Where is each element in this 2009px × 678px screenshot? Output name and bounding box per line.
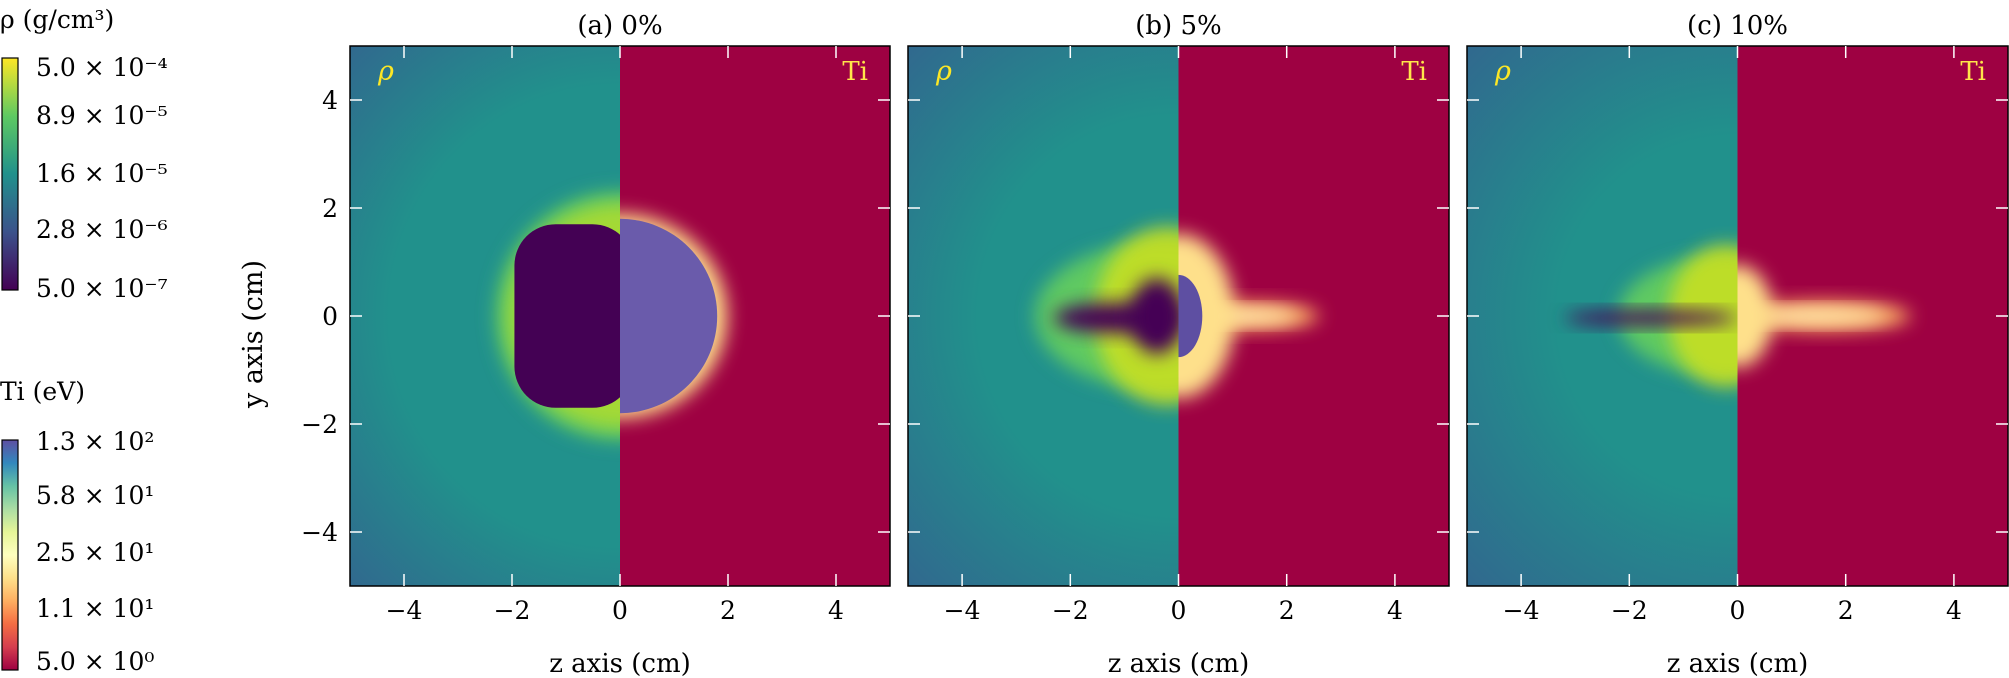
- ti-colorbar: Ti (eV) 1.3 × 10² 5.8 × 10¹ 2.5 × 10¹ 1.…: [0, 377, 154, 676]
- panel-2: −4 −2 0 2 4 (c) 10% z axis (cm) ρ Ti: [1466, 11, 2009, 678]
- ti-colorbar-tick: 1.3 × 10²: [36, 427, 154, 456]
- x-tick-label: −2: [1611, 596, 1648, 625]
- ti-colorbar-tick: 5.0 × 10⁰: [36, 647, 154, 676]
- temperature-label: Ti: [842, 57, 868, 87]
- panel-title: (a) 0%: [577, 11, 662, 41]
- rho-colorbar: ρ (g/cm³) 5.0 × 10⁻⁴ 8.9 × 10⁻⁵ 1.6 × 10…: [0, 5, 168, 303]
- density-label: ρ: [377, 56, 394, 87]
- x-axis-label: z axis (cm): [1108, 649, 1250, 678]
- panels: −4 −2 0 2 4 −4 −2 0 2 4 (a) 0% z axis (cm) ρ Ti −4 −2 0 2…: [301, 11, 2009, 678]
- x-tick-label: 2: [1279, 596, 1295, 625]
- x-tick-label: −4: [386, 596, 423, 625]
- density-field: [908, 46, 1179, 586]
- density-label: ρ: [1494, 56, 1511, 87]
- panel-1: −4 −2 0 2 4 (b) 5% z axis (cm) ρ Ti: [907, 11, 1450, 678]
- panel-title: (c) 10%: [1687, 11, 1788, 41]
- x-tick-label: −2: [494, 596, 531, 625]
- y-tick-label: 4: [322, 86, 338, 115]
- y-tick-label: 0: [322, 302, 338, 331]
- x-tick-label: 0: [1730, 596, 1746, 625]
- ti-colorbar-tick: 5.8 × 10¹: [36, 481, 154, 510]
- temperature-field: [620, 46, 890, 586]
- ti-colorbar-tick: 2.5 × 10¹: [36, 538, 154, 567]
- temperature-label: Ti: [1401, 57, 1427, 87]
- x-tick-label: 2: [1838, 596, 1854, 625]
- x-tick-label: −2: [1052, 596, 1089, 625]
- x-tick-label: 0: [612, 596, 628, 625]
- x-tick-label: 4: [1387, 596, 1403, 625]
- ti-colorbar-gradient: [1, 439, 19, 671]
- rho-colorbar-tick: 5.0 × 10⁻⁴: [36, 53, 168, 82]
- rho-colorbar-tick: 2.8 × 10⁻⁶: [36, 215, 168, 244]
- ti-colorbar-label: Ti (eV): [0, 377, 85, 406]
- panel-0: −4 −2 0 2 4 −4 −2 0 2 4 (a) 0% z axis (cm) ρ Ti: [301, 11, 891, 678]
- x-tick-label: −4: [944, 596, 981, 625]
- temperature-field: [1178, 46, 1449, 586]
- y-tick-label: −4: [301, 518, 338, 547]
- x-tick-label: 0: [1171, 596, 1187, 625]
- density-field: [1467, 46, 1738, 586]
- rho-colorbar-tick: 1.6 × 10⁻⁵: [36, 159, 168, 188]
- x-axis-label: z axis (cm): [549, 649, 691, 678]
- rho-colorbar-tick: 8.9 × 10⁻⁵: [36, 101, 168, 130]
- x-tick-label: 4: [1946, 596, 1962, 625]
- rho-colorbar-gradient: [1, 57, 19, 291]
- density-field: [350, 46, 620, 586]
- panel-title: (b) 5%: [1135, 11, 1221, 41]
- temperature-field: [1737, 46, 2008, 586]
- density-label: ρ: [935, 56, 952, 87]
- x-tick-label: 2: [720, 596, 736, 625]
- y-tick-label: 2: [322, 194, 338, 223]
- rho-colorbar-tick: 5.0 × 10⁻⁷: [36, 274, 168, 303]
- temperature-label: Ti: [1960, 57, 1986, 87]
- rho-colorbar-label: ρ (g/cm³): [0, 5, 114, 34]
- x-axis-label: z axis (cm): [1667, 649, 1809, 678]
- y-tick-label: −2: [301, 410, 338, 439]
- x-tick-label: 4: [828, 596, 844, 625]
- x-tick-label: −4: [1503, 596, 1540, 625]
- ti-colorbar-tick: 1.1 × 10¹: [36, 594, 154, 623]
- y-axis-label: y axis (cm): [238, 260, 269, 409]
